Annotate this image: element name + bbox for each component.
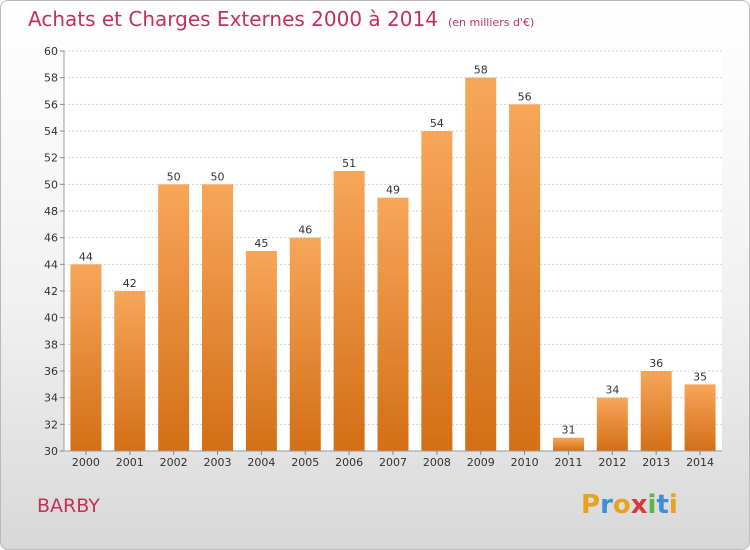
bar-2013: [640, 371, 672, 451]
bar-2003: [202, 184, 234, 452]
x-tick-label-2012: 2012: [598, 456, 626, 469]
x-tick-label-2002: 2002: [160, 456, 188, 469]
logo-letter: r: [600, 490, 613, 520]
bar-2012: [596, 397, 628, 451]
bar-2007: [377, 197, 409, 451]
y-tick-label: 34: [44, 392, 58, 405]
bar-2000: [70, 264, 102, 451]
x-tick-label-2004: 2004: [247, 456, 275, 469]
value-label-2000: 44: [79, 250, 93, 263]
bar-2001: [114, 291, 146, 451]
value-label-2001: 42: [123, 277, 137, 290]
y-tick-label: 60: [44, 45, 58, 58]
y-tick-label: 42: [44, 285, 58, 298]
bar-2014: [684, 384, 716, 451]
x-tick-label-2009: 2009: [467, 456, 495, 469]
y-tick-label: 40: [44, 312, 58, 325]
x-tick-label-2008: 2008: [423, 456, 451, 469]
value-label-2005: 46: [298, 224, 312, 237]
y-tick-label: 48: [44, 205, 58, 218]
value-label-2008: 54: [430, 117, 444, 130]
x-tick-label-2013: 2013: [642, 456, 670, 469]
x-tick-label-2014: 2014: [686, 456, 714, 469]
logo-letter: t: [656, 490, 669, 520]
value-label-2009: 58: [474, 64, 488, 77]
x-tick-label-2003: 2003: [204, 456, 232, 469]
value-label-2011: 31: [561, 424, 575, 437]
value-label-2006: 51: [342, 157, 356, 170]
x-tick-label-2005: 2005: [291, 456, 319, 469]
x-tick-label-2000: 2000: [72, 456, 100, 469]
value-label-2010: 56: [518, 90, 532, 103]
chart-title: Achats et Charges Externes 2000 à 2014 (e…: [28, 7, 534, 31]
logo-letter: i: [647, 490, 657, 520]
bar-2002: [158, 184, 190, 452]
y-tick-label: 30: [44, 445, 58, 458]
logo-letter: P: [581, 490, 601, 520]
x-tick-label-2001: 2001: [116, 456, 144, 469]
y-tick-label: 50: [44, 178, 58, 191]
y-tick-label: 44: [44, 258, 58, 271]
y-axis: 30 32 34 36 38 40 42 44 46 48 50 52 54 56 58 60: [44, 45, 65, 458]
chart-title-text: Achats et Charges Externes 2000 à 2014: [28, 7, 438, 31]
bar-2011: [552, 437, 584, 451]
value-label-2007: 49: [386, 184, 400, 197]
value-label-2003: 50: [211, 170, 225, 183]
x-tick-label-2007: 2007: [379, 456, 407, 469]
y-tick-label: 32: [44, 418, 58, 431]
y-tick-label: 52: [44, 152, 58, 165]
value-label-2012: 34: [605, 384, 619, 397]
bar-2010: [509, 104, 541, 451]
logo-letter: i: [668, 490, 678, 520]
value-label-2002: 50: [167, 170, 181, 183]
value-label-2014: 35: [693, 370, 707, 383]
place-name: BARBY: [37, 495, 100, 517]
bar-2006: [333, 171, 365, 451]
chart-unit: (en milliers d'€): [447, 16, 535, 29]
x-tick-label-2006: 2006: [335, 456, 363, 469]
logo-letter: x: [630, 490, 648, 520]
y-tick-label: 54: [44, 125, 58, 138]
x-tick-label-2010: 2010: [511, 456, 539, 469]
bars: [70, 77, 716, 452]
bar-2005: [289, 237, 321, 451]
logo-letter: o: [612, 490, 631, 520]
value-label-2004: 45: [254, 237, 268, 250]
y-tick-label: 58: [44, 72, 58, 85]
bar-2008: [421, 131, 453, 451]
y-tick-label: 46: [44, 232, 58, 245]
proxiti-logo[interactable]: Proxiti: [581, 490, 678, 520]
value-labels: 44 42 50 50 45 46 51 49 54 58 56 31 34 36 35: [79, 64, 707, 437]
y-tick-label: 38: [44, 338, 58, 351]
y-tick-label: 56: [44, 98, 58, 111]
x-axis: 2000 2001 2002 2003 2004 2005 2006 2007 2008 2009…: [64, 450, 722, 469]
bar-2004: [245, 251, 277, 451]
y-tick-label: 36: [44, 365, 58, 378]
bar-2009: [465, 77, 497, 452]
value-label-2013: 36: [649, 357, 663, 370]
x-tick-label-2011: 2011: [554, 456, 582, 469]
